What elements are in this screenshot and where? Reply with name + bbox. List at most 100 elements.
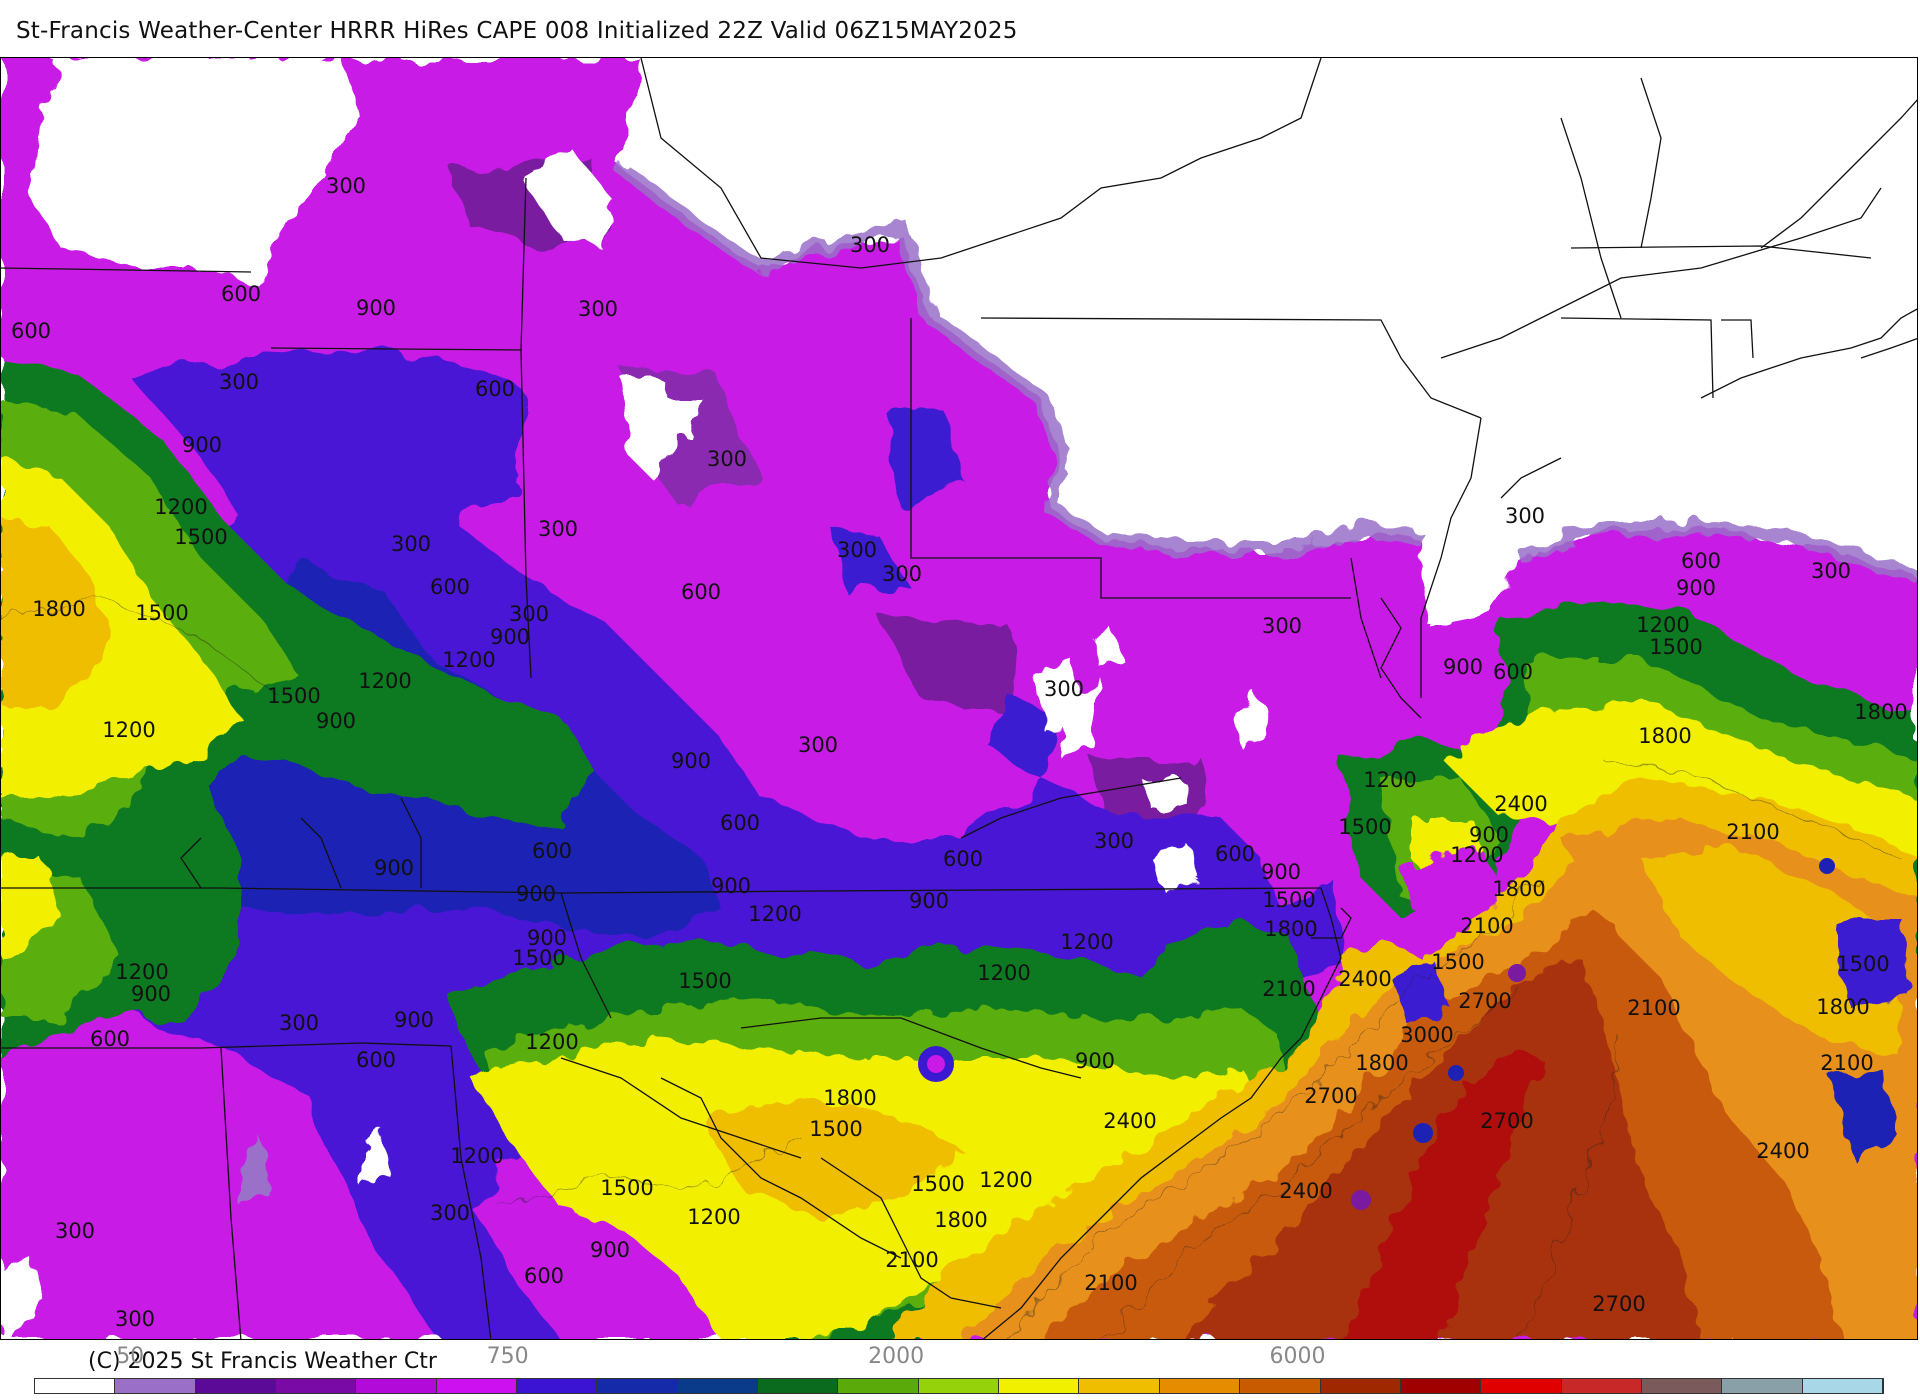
contour-label: 1500: [600, 1176, 653, 1200]
contour-label: 1500: [1836, 952, 1889, 976]
contour-label: 1800: [823, 1086, 876, 1110]
contour-label: 600: [532, 839, 572, 863]
colorbar-segment: [276, 1379, 357, 1393]
contour-label: 1200: [1060, 930, 1113, 954]
colorbar-tick-label: 6000: [1269, 1344, 1326, 1369]
contour-label: 2400: [1494, 792, 1547, 816]
colorbar-segment: [838, 1379, 919, 1393]
contour-label: 1200: [102, 718, 155, 742]
colorbar-segment: [597, 1379, 678, 1393]
contour-label: 1200: [115, 960, 168, 984]
contour-label: 900: [1676, 576, 1716, 600]
contour-label: 1800: [934, 1208, 987, 1232]
copyright-notice: (C) 2025 St Francis Weather Ctr: [88, 1349, 437, 1374]
contour-label: 1200: [687, 1205, 740, 1229]
contour-label: 300: [391, 532, 431, 556]
contour-label: 300: [538, 517, 578, 541]
contour-label: 900: [316, 709, 356, 733]
contour-label: 900: [1469, 823, 1509, 847]
contour-label: 600: [720, 811, 760, 835]
colorbar-segment: [1400, 1379, 1482, 1393]
state-borders: [1, 58, 1917, 1339]
contour-label: 1800: [1492, 877, 1545, 901]
contour-label: 3000: [1400, 1023, 1453, 1047]
contour-label: 300: [798, 733, 838, 757]
contour-label: 900: [671, 749, 711, 773]
contour-label: 2100: [1460, 914, 1513, 938]
colorbar-segment: [1641, 1379, 1723, 1393]
contour-label: 600: [1215, 842, 1255, 866]
contour-label: 2400: [1338, 967, 1391, 991]
contour-label: 2100: [1726, 820, 1779, 844]
contour-label: 600: [11, 319, 51, 343]
contour-label: 600: [430, 575, 470, 599]
contour-label: 1200: [358, 669, 411, 693]
contour-label: 600: [1493, 660, 1533, 684]
contour-label: 1500: [267, 684, 320, 708]
contour-label: 1800: [32, 597, 85, 621]
contour-label: 1800: [1355, 1051, 1408, 1075]
cape-map[interactable]: 300 900 600 600 300 300 300 600 900 300 1200 1500 30…: [0, 57, 1918, 1340]
contour-label: 900: [516, 882, 556, 906]
colorbar-segment: [517, 1379, 598, 1393]
colorbar-segment: [1481, 1379, 1562, 1393]
colorbar-segment: [1561, 1379, 1642, 1393]
contour-label: 1200: [525, 1030, 578, 1054]
colorbar-segment: [1722, 1379, 1803, 1393]
colorbar-segment: [999, 1379, 1080, 1393]
contour-label: 900: [909, 889, 949, 913]
colorbar-segment: [758, 1379, 839, 1393]
contour-label: 900: [182, 433, 222, 457]
contour-label: 2700: [1458, 989, 1511, 1013]
contour-label: 2700: [1592, 1292, 1645, 1316]
colorbar-segment: [1159, 1379, 1241, 1393]
colorbar-tick-label: 750: [486, 1344, 529, 1369]
contour-label: 900: [394, 1008, 434, 1032]
contour-label: 1500: [911, 1172, 964, 1196]
contour-label: 300: [115, 1307, 155, 1331]
contour-label: 300: [882, 562, 922, 586]
contour-label: 600: [524, 1264, 564, 1288]
contour-label: 300: [578, 297, 618, 321]
colorbar-segment: [356, 1379, 437, 1393]
contour-label: 900: [1443, 655, 1483, 679]
contour-label: 1500: [512, 946, 565, 970]
contour-label: 600: [1681, 549, 1721, 573]
contour-label: 300: [1094, 829, 1134, 853]
contour-label: 1200: [450, 1144, 503, 1168]
colorbar-tick-label: 50: [116, 1344, 145, 1369]
contour-label: 2400: [1756, 1139, 1809, 1163]
contour-label: 300: [279, 1011, 319, 1035]
contour-label: 2400: [1279, 1179, 1332, 1203]
contour-label: 1500: [1649, 635, 1702, 659]
no-cape-region: [621, 58, 1917, 628]
contour-label: 2100: [1262, 977, 1315, 1001]
contour-label: 900: [1261, 860, 1301, 884]
contour-label: 1200: [1450, 843, 1503, 867]
contour-label: 900: [711, 874, 751, 898]
contour-label: 900: [490, 625, 530, 649]
contour-label: 1800: [1264, 917, 1317, 941]
contour-label: 300: [837, 538, 877, 562]
contour-label: 2100: [885, 1248, 938, 1272]
colorbar-segment: [677, 1379, 759, 1393]
contour-label: 300: [1262, 614, 1302, 638]
colorbar-segment: [1320, 1379, 1401, 1393]
contour-label: 300: [326, 174, 366, 198]
map-title: St-Francis Weather-Center HRRR HiRes CAP…: [16, 18, 1018, 44]
cape-colorbar: [34, 1378, 1884, 1394]
contour-label: 1200: [442, 648, 495, 672]
contour-label: 1200: [977, 961, 1030, 985]
contour-label: 900: [1075, 1049, 1115, 1073]
contour-label: 1200: [979, 1168, 1032, 1192]
contour-label: 1800: [1638, 724, 1691, 748]
contour-label: 2100: [1627, 996, 1680, 1020]
contour-label: 1800: [1854, 700, 1907, 724]
contour-label: 1500: [1431, 950, 1484, 974]
contour-label: 300: [219, 370, 259, 394]
contour-label: 2700: [1304, 1084, 1357, 1108]
colorbar-segment: [35, 1379, 116, 1393]
contour-label: 600: [90, 1027, 130, 1051]
contour-label: 1500: [678, 969, 731, 993]
